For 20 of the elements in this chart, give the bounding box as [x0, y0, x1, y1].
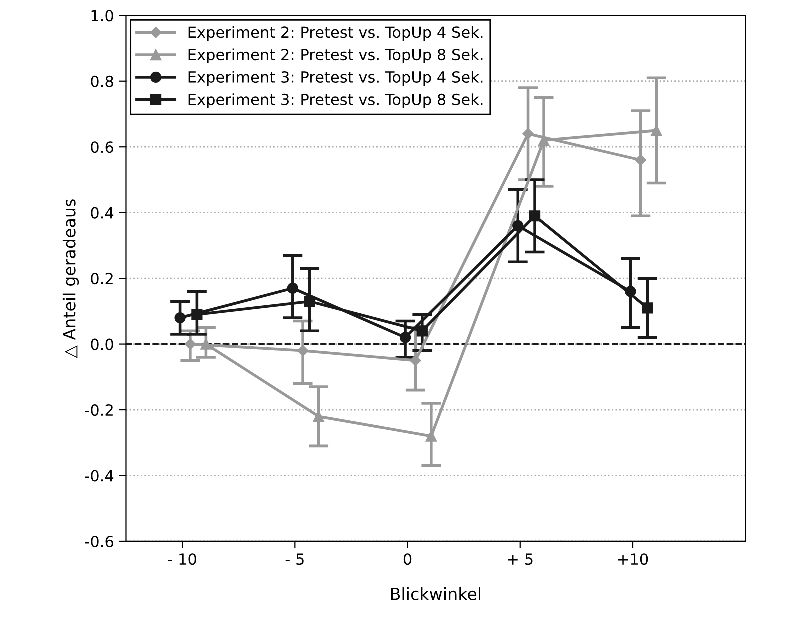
x-tick-label: 0 — [404, 554, 412, 566]
legend-label: Experiment 2: Pretest vs. TopUp 8 Sek. — [188, 48, 483, 64]
x-tick-label: - 5 — [286, 554, 304, 566]
y-tick-label: 0.0 — [91, 338, 114, 350]
x-tick-label: +10 — [618, 554, 648, 566]
y-tick-label: 0.4 — [91, 207, 114, 219]
legend-label: Experiment 3: Pretest vs. TopUp 8 Sek. — [188, 94, 483, 108]
x-tick-label: + 5 — [508, 554, 533, 566]
legend-label: Experiment 3: Pretest vs. TopUp 4 Sek. — [188, 71, 483, 86]
y-tick-label: 0.2 — [91, 273, 113, 285]
y-tick-label: 0.8 — [91, 76, 114, 88]
y-tick-label: 1.0 — [92, 10, 114, 22]
x-axis-title: Blickwinkel — [391, 588, 480, 600]
legend-label: Experiment 2: Pretest vs. TopUp 4 Sek. — [188, 26, 483, 42]
x-tick-label: - 10 — [168, 554, 196, 566]
y-axis-title: △ Anteil geradeaus — [62, 200, 80, 358]
y-tick-label: -0.6 — [85, 536, 114, 548]
y-tick-label: -0.2 — [85, 404, 113, 416]
y-tick-label: 0.6 — [91, 142, 114, 154]
y-tick-label: -0.4 — [85, 470, 114, 482]
